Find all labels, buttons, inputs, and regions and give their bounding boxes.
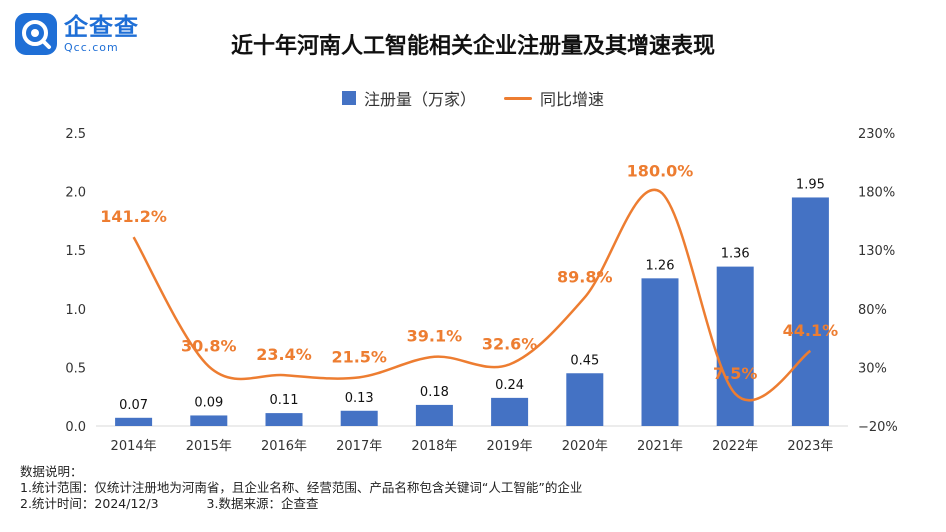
y-right-tick-label: 230% [858,127,895,142]
x-tick-label: 2023年 [787,439,833,454]
line-value-label: 21.5% [331,347,387,366]
x-tick-label: 2015年 [186,439,232,454]
notes-line-1: 1.统计范围：仅统计注册地为河南省，且企业名称、经营范围、产品名称包含关键词“人… [20,480,583,495]
y-left-tick-label: 0.0 [65,420,86,435]
line-value-label: 7.5% [713,364,757,383]
qcc-logo-icon [15,13,57,55]
x-tick-label: 2021年 [637,439,683,454]
bar-value-label: 0.09 [194,395,223,410]
y-right-tick-label: 130% [858,244,895,259]
brand-name: 企查查 [64,13,139,41]
bar-value-label: 0.45 [570,353,599,368]
bar [566,373,604,426]
bar [491,397,529,426]
bar [190,415,228,426]
y-left-tick-label: 1.0 [65,303,86,318]
bar [340,410,378,426]
notes-source: 3.数据来源：企查查 [206,496,319,511]
y-left-tick-label: 2.0 [65,186,86,201]
line-value-label: 180.0% [627,162,694,181]
y-right-tick-label: 30% [858,361,887,376]
line-value-label: 30.8% [181,336,237,355]
line-value-label: 23.4% [256,345,312,364]
notes-heading: 数据说明： [20,464,83,479]
bar [641,278,679,426]
x-tick-label: 2022年 [712,439,758,454]
chart-title: 近十年河南人工智能相关企业注册量及其增速表现 [230,34,715,59]
chart-legend: 注册量（万家） 同比增速 [0,86,946,110]
legend-label-bar: 注册量（万家） [363,90,476,109]
x-tick-label: 2019年 [487,439,533,454]
bar [415,404,453,426]
y-left-tick-label: 0.5 [65,361,86,376]
legend-swatch-bar [341,91,356,105]
bar-value-label: 0.13 [345,391,374,406]
bar-value-label: 0.18 [420,385,449,400]
bar-value-label: 0.24 [495,378,524,393]
legend-item-bar: 注册量（万家） [341,86,476,110]
bar [265,413,303,426]
bar-value-label: 1.26 [646,258,675,273]
series-line-growth [132,188,812,402]
brand-sub: Qcc.com [64,41,119,54]
y-right-tick-label: 80% [858,303,887,318]
line-value-label: 89.8% [557,267,613,286]
y-left-tick-label: 2.5 [65,127,86,142]
bar-value-label: 1.36 [721,247,750,262]
notes-time: 2.统计时间：2024/12/3 [20,496,159,511]
y-right-tick-label: 180% [858,186,895,201]
x-tick-label: 2014年 [111,439,157,454]
x-tick-label: 2020年 [562,439,608,454]
data-notes: 数据说明： 1.统计范围：仅统计注册地为河南省，且企业名称、经营范围、产品名称包… [20,464,582,512]
brand-logo: 企查查 Qcc.com [14,12,139,56]
x-tick-label: 2016年 [261,439,307,454]
x-tick-label: 2018年 [411,439,457,454]
notes-line-2: 2.统计时间：2024/12/3 3.数据来源：企查查 [20,496,582,512]
legend-label-line: 同比增速 [540,90,605,109]
bar-value-label: 0.07 [119,398,148,413]
bar-value-label: 0.11 [270,393,299,408]
bar [115,417,153,426]
legend-swatch-line [504,96,532,100]
line-value-label: 39.1% [407,327,463,346]
line-value-label: 32.6% [482,334,538,353]
x-tick-label: 2017年 [336,439,382,454]
y-left-tick-label: 1.5 [65,244,86,259]
line-value-label: 141.2% [100,207,167,226]
line-value-label: 44.1% [783,321,839,340]
y-right-tick-label: −20% [858,420,898,435]
combo-chart: 0.0 0.5 1.0 1.5 2.0 2.5 −20% 30% 80% 130% 180% 230%… [65,127,898,454]
bar [791,197,829,426]
bar [716,266,754,426]
bar-value-label: 1.95 [796,177,825,192]
legend-item-line: 同比增速 [504,86,604,110]
